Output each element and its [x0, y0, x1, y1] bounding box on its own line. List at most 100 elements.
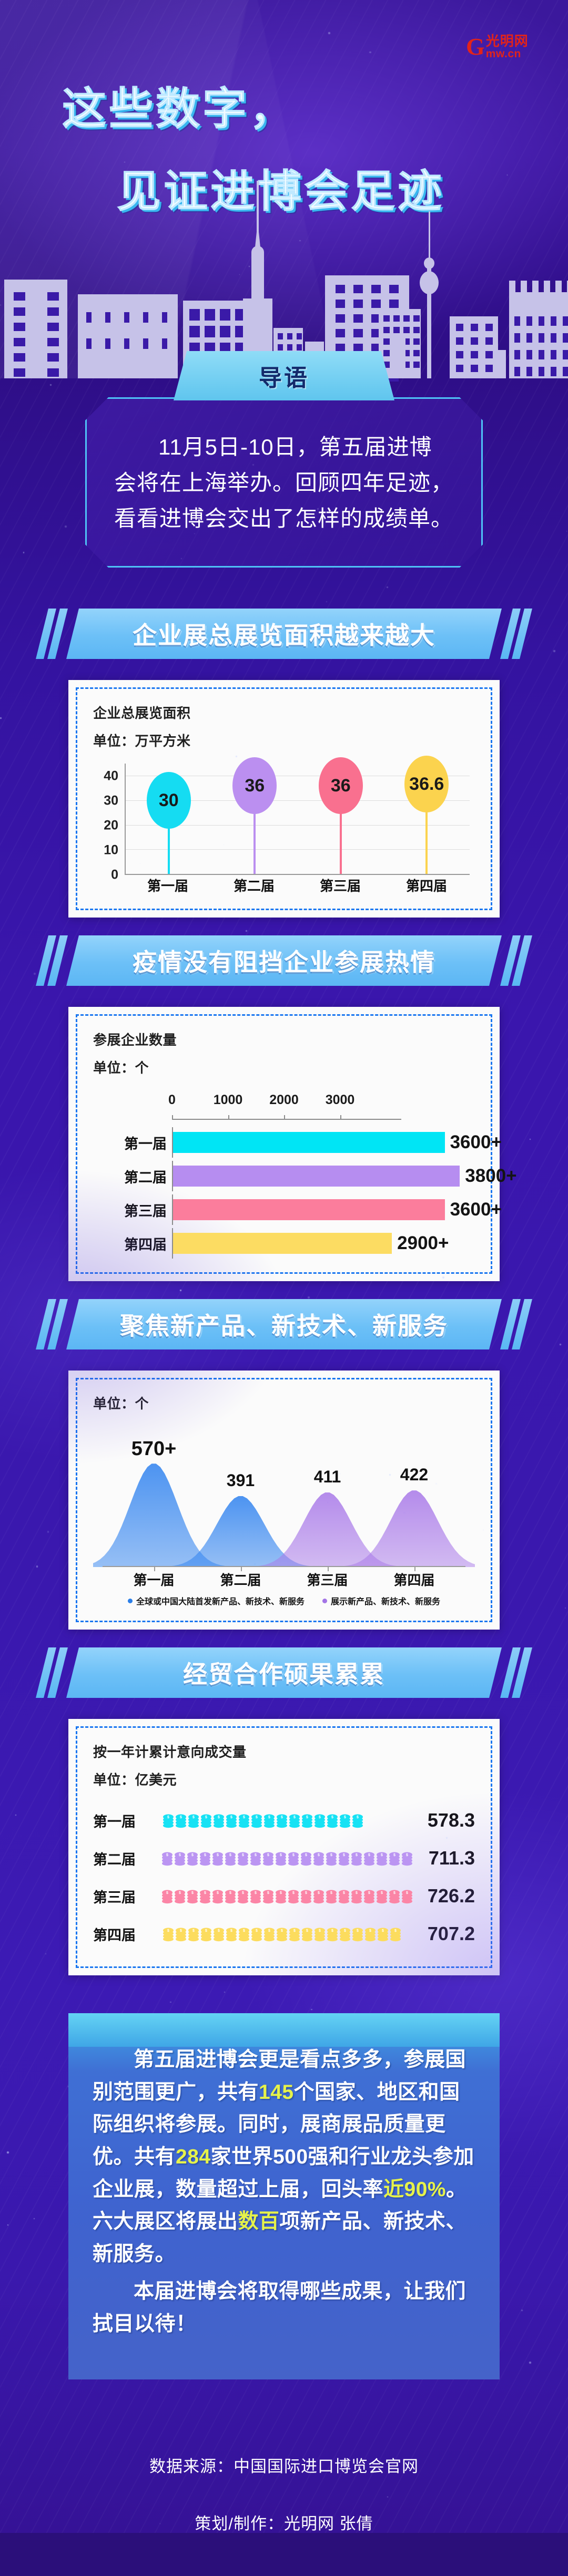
- pictogram-row: 第四届 $ $ $ $ $ $ $ $ $ $ $ $ $ $ $ $ $ $ $707.2: [93, 1915, 475, 1953]
- svg-text:$: $: [256, 1929, 258, 1933]
- coin-stack-icon: $: [376, 1849, 388, 1867]
- coin-stack-icon: $: [187, 1849, 198, 1867]
- svg-text:$: $: [268, 1929, 270, 1933]
- pictogram-value-label: 711.3: [428, 1847, 475, 1869]
- bar-row: 第一届 3600+: [93, 1127, 502, 1158]
- svg-text:$: $: [368, 1891, 370, 1895]
- coin-stack-icon: $: [238, 1811, 250, 1829]
- coin-stack-icon: $: [237, 1887, 249, 1905]
- coin-stack-icon: $: [275, 1887, 287, 1905]
- svg-text:$: $: [281, 1929, 283, 1933]
- section-banner-title-2: 疫情没有阻挡企业参展热情: [133, 949, 435, 976]
- city-skyline-illustration: [0, 181, 568, 382]
- chart-4-label: 按一年计累计意向成交量: [93, 1744, 247, 1760]
- banner-slashes-left: [36, 609, 68, 660]
- coin-stack-icon: $: [213, 1811, 225, 1829]
- svg-text:$: $: [305, 1891, 307, 1895]
- peak-area-chart: 570+ 第一届 391 第二届 411 第三届 422 第四届: [35, 1421, 533, 1589]
- bar-value-label: 2900+: [397, 1233, 449, 1254]
- svg-text:$: $: [406, 1891, 408, 1895]
- coin-stack-icon: $: [213, 1925, 225, 1943]
- coin-stack-icon: $: [301, 1811, 313, 1829]
- svg-text:$: $: [280, 1891, 282, 1895]
- section-exhibition-area: 企业展总展览面积越来越大 企业总展览面积 单位：万平方米 30 36 36 36.6 0…: [0, 609, 568, 918]
- bar-track: 3600+: [172, 1127, 502, 1158]
- svg-text:$: $: [191, 1891, 194, 1895]
- x-axis-category: 第四届: [393, 1572, 435, 1589]
- svg-text:$: $: [218, 1929, 220, 1933]
- coin-stack-icon: $: [363, 1887, 375, 1905]
- svg-text:$: $: [344, 1929, 346, 1933]
- horizontal-bar-chart: 0 1000 2000 3000 第一届 3600+ 第二届 3800+ 第三届 3600+ 第四届…: [93, 1093, 517, 1259]
- x-axis-category: 第三届: [319, 878, 361, 894]
- x-axis-tick: [240, 1567, 242, 1572]
- coin-stack-group: $ $ $ $ $ $ $ $ $ $ $ $ $ $ $ $ $ $ $ $: [161, 1849, 413, 1867]
- coin-stack-icon: $: [352, 1811, 363, 1829]
- coin-stack-icon: $: [327, 1925, 338, 1943]
- svg-text:$: $: [243, 1929, 245, 1933]
- x-axis-tick-label: 0: [168, 1093, 176, 1108]
- svg-text:$: $: [393, 1853, 395, 1857]
- svg-text:$: $: [191, 1853, 194, 1857]
- bar-track: 3800+: [172, 1161, 517, 1192]
- coin-stack-icon: $: [200, 1811, 212, 1829]
- coin-stack-icon: $: [376, 1887, 388, 1905]
- coin-stack-icon: $: [276, 1925, 288, 1943]
- coin-stack-icon: $: [199, 1849, 211, 1867]
- legend-label: 全球或中国大陆首发新产品、新技术、新服务: [136, 1598, 305, 1607]
- coin-stack-icon: $: [161, 1887, 173, 1905]
- pictogram-value-label: 578.3: [427, 1809, 475, 1831]
- x-axis-tick: [414, 1567, 415, 1572]
- svg-text:$: $: [331, 1816, 333, 1819]
- peak-area: [35, 1464, 272, 1568]
- x-axis-tick: [172, 1115, 173, 1120]
- pictogram-category-label: 第三届: [93, 1889, 136, 1905]
- svg-text:$: $: [306, 1816, 308, 1819]
- svg-text:$: $: [267, 1853, 269, 1857]
- coin-stack-icon: $: [174, 1849, 186, 1867]
- pictogram-value-label: 707.2: [427, 1923, 475, 1945]
- bar-category-label: 第二届: [124, 1169, 167, 1186]
- pictogram-row: 第三届 $ $ $ $ $ $ $ $ $ $ $ $ $ $ $ $ $ $ $ $726.2: [93, 1877, 475, 1915]
- svg-text:$: $: [330, 1853, 332, 1857]
- y-axis-tick: 20: [104, 818, 118, 833]
- peak-value-label: 391: [226, 1470, 255, 1490]
- x-axis-tick-label: 1000: [213, 1093, 243, 1108]
- coin-stack-icon: $: [276, 1811, 288, 1829]
- coin-stack-icon: $: [338, 1887, 350, 1905]
- svg-text:$: $: [230, 1816, 232, 1819]
- bar-category-label: 第三届: [124, 1203, 167, 1219]
- x-axis-tick-label: 2000: [269, 1093, 299, 1108]
- legend-item: 全球或中国大陆首发新产品、新技术、新服务: [127, 1594, 305, 1607]
- svg-text:$: $: [166, 1891, 168, 1895]
- coin-stack-group: $ $ $ $ $ $ $ $ $ $ $ $ $ $ $ $ $ $ $: [163, 1925, 412, 1943]
- coin-stack-icon: $: [313, 1887, 324, 1905]
- coin-stack-icon: $: [263, 1811, 275, 1829]
- lollipop-value-bubble: 36: [232, 757, 277, 815]
- lollipop-stem: [425, 784, 428, 874]
- bar-track: 3600+: [172, 1194, 502, 1225]
- page-title-line-2: 见证进博会足迹: [117, 167, 445, 217]
- pictogram-chart: 第一届 $ $ $ $ $ $ $ $ $ $ $ $ $ $ $ $578.3 第二届 $ $ $ $ $ $ $ $ $ $ $ $ $…: [93, 1801, 475, 1953]
- bar-fill: [173, 1199, 445, 1221]
- coin-stack-icon: $: [351, 1887, 362, 1905]
- coin-stack-icon: $: [389, 1887, 400, 1905]
- page-title-line-1: 这些数字，: [62, 84, 297, 134]
- coin-stack-icon: $: [339, 1925, 351, 1943]
- banner-slashes-left: [36, 935, 68, 986]
- coin-stack-group: $ $ $ $ $ $ $ $ $ $ $ $ $ $ $ $: [163, 1811, 412, 1829]
- footer-data-source: 数据来源：中国国际进口博览会官网: [149, 2457, 419, 2476]
- svg-text:$: $: [205, 1816, 207, 1819]
- gmw-logo: G 光明网 mw.cn: [466, 30, 544, 63]
- svg-text:$: $: [268, 1816, 270, 1819]
- coin-stack-icon: $: [326, 1849, 337, 1867]
- coin-stack-icon: $: [263, 1925, 275, 1943]
- svg-text:$: $: [256, 1816, 258, 1819]
- skyline-building: [78, 294, 178, 378]
- coin-stack-icon: $: [288, 1849, 299, 1867]
- peak-curves: [35, 1464, 533, 1568]
- coin-stack-icon: $: [199, 1887, 211, 1905]
- peak-area: [122, 1496, 359, 1568]
- lollipop-value-bubble: 36: [318, 757, 363, 815]
- coin-stack-icon: $: [251, 1925, 262, 1943]
